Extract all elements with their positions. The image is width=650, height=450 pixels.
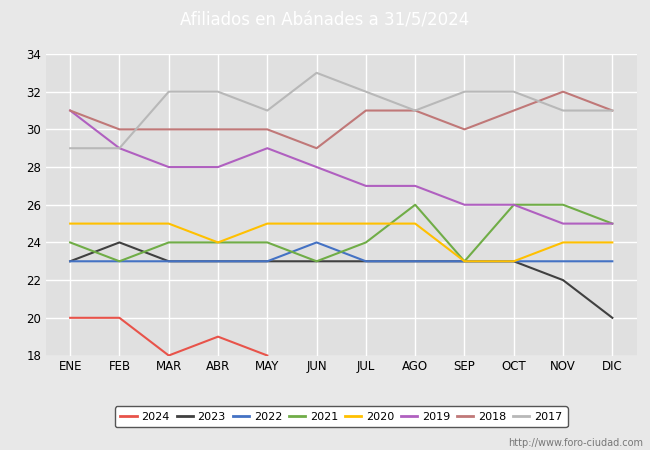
Legend: 2024, 2023, 2022, 2021, 2020, 2019, 2018, 2017: 2024, 2023, 2022, 2021, 2020, 2019, 2018… [115, 406, 567, 428]
Text: Afiliados en Abánades a 31/5/2024: Afiliados en Abánades a 31/5/2024 [181, 11, 469, 29]
Text: http://www.foro-ciudad.com: http://www.foro-ciudad.com [508, 438, 644, 448]
